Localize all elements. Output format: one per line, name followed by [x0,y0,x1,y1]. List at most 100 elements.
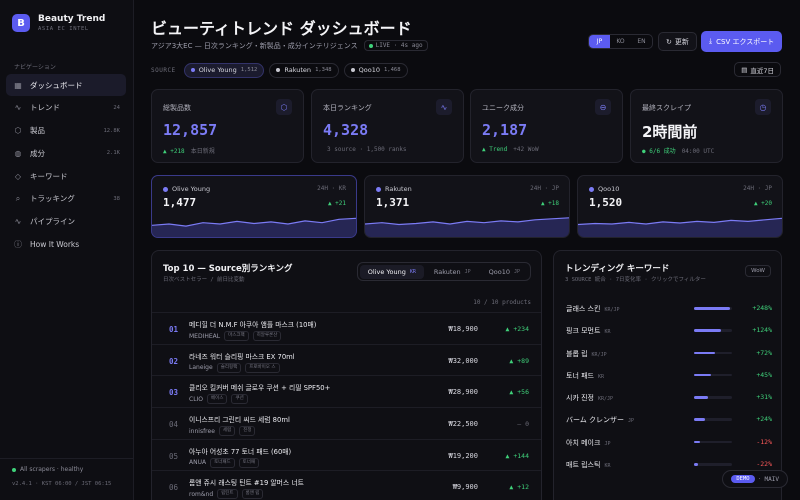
ranking-panel: Top 10 — Source別ランキング 日次ベストセラー / 前日比変動 O… [151,250,542,500]
product-name: 롬앤 쥬시 래스팅 틴트 #19 알머스 너트 [189,479,304,488]
demo-user: MAIV [764,475,779,483]
keyword-row[interactable]: 블롭 립 KR/JP +72% [566,343,772,365]
keyword-change: +31% [756,393,772,402]
keyword-country: KR/JP [604,307,620,313]
tab-rakuten[interactable]: Rakuten JP [426,265,479,279]
rank-change: ▲ +12 [509,483,529,492]
keyword-row[interactable]: 글래스 스킨 KR/JP +248% [566,298,772,320]
sidebar-item-label: How It Works [30,240,80,250]
box-icon: ⬡ [276,99,292,115]
table-row[interactable]: 05 아누아 어성초 77 토너 패드 (60매) ANUA 토너패드 토너패 ₩19,2… [152,440,541,472]
keyword-country: KR [604,329,611,336]
language-en-button[interactable]: EN [637,38,646,45]
tab-label: Qoo10 [488,267,510,276]
live-badge: LIVE · 4s ago [363,40,428,51]
ranking-subtitle: 日次ベストセラー / 前日比変動 [163,277,245,283]
product-brand: innisfree [189,427,215,435]
keyword-bar [694,463,732,466]
sparkline-area [365,217,569,237]
keyword-text: バーム クレンザー [566,416,625,425]
sidebar-item-5[interactable]: ⌕ トラッキング 38 [6,188,126,210]
stat-label: 本日ランキング [323,104,372,112]
product-name: 클리오 킬커버 메쉬 글로우 쿠션 + 리필 SPF50+ [189,384,331,393]
product-price: ₩32,000 [448,356,478,365]
table-row[interactable]: 01 메디힐 더 N.M.F 아쿠아 앰플 마스크 (10매) MEDIHEAL 마스… [152,313,541,345]
sidebar-item-7[interactable]: ⓘ How It Works [6,234,126,256]
keyword-bar-fill [694,418,706,421]
product-price: ₩28,900 [448,388,478,397]
keyword-row[interactable]: 핑크 모먼트 KR +124% [566,320,772,342]
spark-card[interactable]: Qoo10 24H · JP 1,520 ▲ +20 [577,175,783,238]
keyword-bar-fill [694,307,731,310]
sidebar-item-label: 成分 [30,148,45,158]
spark-card[interactable]: Olive Young 24H · KR 1,477 ▲ +21 [151,175,357,238]
language-jp-button[interactable]: JP [589,35,610,48]
keyword-row[interactable]: 아치 메이크 JP -12% [566,432,772,454]
sidebar-item-3[interactable]: ◍ 成分 2.1K [6,142,126,164]
keyword-row[interactable]: 토너 패드 KR +45% [566,365,772,387]
sidebar-item-count: 12.8K [103,127,120,134]
spark-meta: 24H · JP [530,185,559,192]
tab-olive-young[interactable]: Olive Young KR [359,264,424,279]
stat-delta: ● 6/6 成功 [642,148,676,155]
sidebar-item-4[interactable]: ◇ キーワード [6,165,126,187]
page-title: ビューティトレンド ダッシュボード [151,19,412,38]
period-selector[interactable]: ▤ 直近7日 [734,62,781,77]
demo-badge[interactable]: DEMO · MAIV [722,470,788,488]
download-icon: ⤓ [709,37,713,45]
clock-icon: ◷ [755,99,771,115]
source-name: Qoo10 [358,66,380,74]
nav-section-label: ナビゲーション [14,64,56,71]
source-pills: Olive Young 1,512 Rakuten 1,348 Qoo10 1,468 [183,62,408,78]
wow-badge[interactable]: WoW [745,265,771,277]
language-ko-button[interactable]: KO [616,38,625,45]
source-dot-icon [276,68,281,72]
keyword-list: 글래스 스킨 KR/JP +248% 핑크 모먼트 KR +124% 블롭 립 KR/JP +7… [566,298,772,476]
keyword-row[interactable]: バーム クレンザー JP +24% [566,409,772,431]
source-pill[interactable]: Olive Young 1,512 [183,62,265,78]
source-pill[interactable]: Qoo10 1,468 [343,62,408,78]
sidebar-item-2[interactable]: ⬡ 製品 12.8K [6,120,126,142]
spark-card[interactable]: Rakuten 24H · JP 1,371 ▲ +18 [364,175,570,238]
stat-card: ユニーク成分 ⊖ 2,187 ▲ Trend +42 WoW [470,89,623,163]
brand[interactable]: B Beauty Trend ASIA EC INTEL [12,14,105,32]
keyword-bar-fill [694,329,722,332]
spark-delta: ▲ +18 [540,200,559,207]
keyword-row[interactable]: 매트 립스틱 KR -22% [566,454,772,476]
sidebar-item-label: トレンド [30,103,60,113]
keyword-name: バーム クレンザー JP [566,415,634,425]
product-tag: 토너패 [238,457,260,468]
series-dot-icon [589,186,594,192]
refresh-button[interactable]: ↻ 更新 [658,32,697,51]
table-row[interactable]: 03 클리오 킬커버 메쉬 글로우 쿠션 + 리필 SPF50+ CLIO 베이스 쿠션… [152,376,541,409]
sidebar-item-0[interactable]: ▦ ダッシュボード [6,74,126,96]
csv-export-button[interactable]: ⤓ CSV エクスポート [701,31,783,52]
products-count: 10 / 10 products [473,299,531,306]
sidebar-item-1[interactable]: ∿ トレンド 24 [6,97,126,119]
keyword-change: +124% [752,326,772,335]
source-name: Rakuten [284,66,312,74]
table-row[interactable]: 04 이니스프리 그린티 씨드 세럼 80ml innisfree 세럼 진정 ₩22,5… [152,408,541,440]
stat-value: 4,328 [323,121,369,139]
product-tag: 진정 [239,426,256,437]
source-pill[interactable]: Rakuten 1,348 [269,62,339,78]
source-dot-icon [350,68,355,72]
sparkline [152,217,356,237]
spark-delta: ▲ +20 [753,200,772,207]
grid-icon: ▦ [14,80,22,90]
sidebar-item-label: ダッシュボード [30,80,83,90]
keyword-change: +248% [752,304,772,312]
sidebar-item-count: 38 [113,195,120,202]
table-row[interactable]: 02 라네즈 워터 슬리핑 마스크 EX 70ml Laneige 슬리핑팩 프로바이오… [152,345,541,377]
tab-qoo10[interactable]: Qoo10 JP [481,265,528,279]
sidebar-item-count: 2.1K [106,150,120,157]
sidebar-item-label: 製品 [30,126,45,136]
keyword-change: -12% [756,437,772,446]
keyword-row[interactable]: 시카 진정 KR/JP +31% [566,387,772,409]
product-name: 메디힐 더 N.M.F 아쿠아 앰플 마스크 (10매) [189,321,317,329]
sidebar-item-6[interactable]: ∿ パイプライン [6,211,126,233]
keyword-bar [694,396,732,399]
keyword-name: 글래스 스킨 KR/JP [566,304,620,314]
keyword-text: 글래스 스킨 [566,305,601,313]
table-row[interactable]: 06 롬앤 쥬시 래스팅 틴트 #19 알머스 너트 rom&nd 립틴트 롬앤 립 ₩9… [152,471,541,500]
